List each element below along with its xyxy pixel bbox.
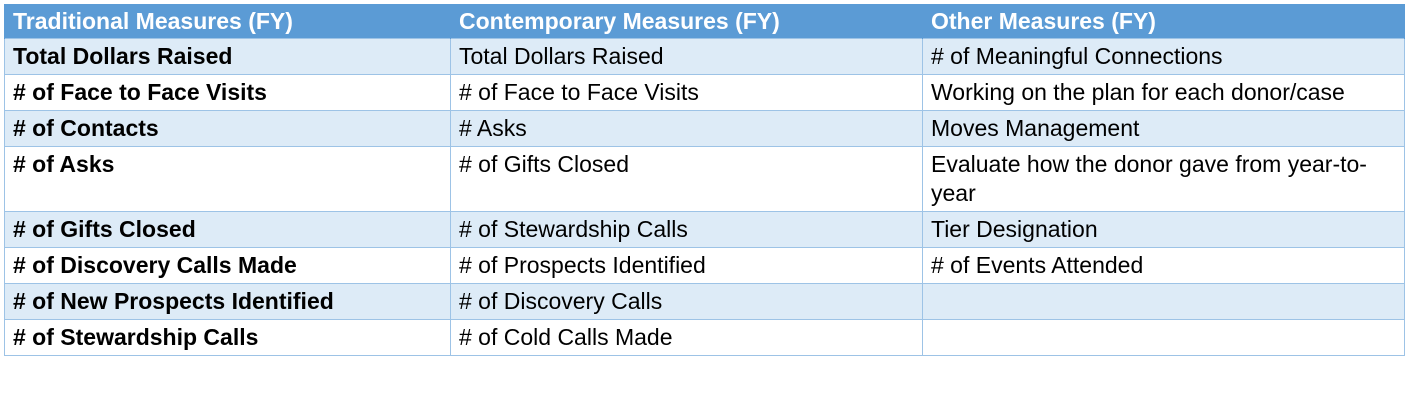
other-measure-cell: [922, 319, 1405, 356]
contemporary-measure-cell: # of Gifts Closed: [450, 146, 923, 212]
table-header-row: Traditional Measures (FY) Contemporary M…: [4, 4, 1405, 39]
contemporary-measure-cell: # of Face to Face Visits: [450, 74, 923, 111]
traditional-measure-cell: # of Asks: [4, 146, 451, 212]
other-measure-cell: # of Events Attended: [922, 247, 1405, 284]
contemporary-measure-cell: # of Stewardship Calls: [450, 211, 923, 248]
traditional-measure-cell: Total Dollars Raised: [4, 38, 451, 75]
measures-table: Traditional Measures (FY) Contemporary M…: [4, 4, 1405, 356]
traditional-measure-cell: # of Contacts: [4, 110, 451, 147]
traditional-measure-cell: # of Gifts Closed: [4, 211, 451, 248]
table-row: # of New Prospects Identified # of Disco…: [4, 283, 1405, 320]
header-other-measures: Other Measures (FY): [922, 4, 1405, 39]
other-measure-cell: Working on the plan for each donor/case: [922, 74, 1405, 111]
table-row: # of Discovery Calls Made # of Prospects…: [4, 247, 1405, 284]
contemporary-measure-cell: # of Discovery Calls: [450, 283, 923, 320]
traditional-measure-cell: # of Stewardship Calls: [4, 319, 451, 356]
other-measure-cell: Moves Management: [922, 110, 1405, 147]
traditional-measure-cell: # of Discovery Calls Made: [4, 247, 451, 284]
table-row: # of Gifts Closed # of Stewardship Calls…: [4, 211, 1405, 248]
table-row: # of Contacts # Asks Moves Management: [4, 110, 1405, 147]
table-row: # of Asks # of Gifts Closed Evaluate how…: [4, 146, 1405, 212]
other-measure-cell: [922, 283, 1405, 320]
header-contemporary-measures: Contemporary Measures (FY): [450, 4, 923, 39]
other-measure-cell: # of Meaningful Connections: [922, 38, 1405, 75]
measures-table-container: Traditional Measures (FY) Contemporary M…: [4, 4, 1405, 356]
table-row: # of Stewardship Calls # of Cold Calls M…: [4, 319, 1405, 356]
other-measure-cell: Evaluate how the donor gave from year-to…: [922, 146, 1405, 212]
traditional-measure-cell: # of Face to Face Visits: [4, 74, 451, 111]
table-row: Total Dollars Raised Total Dollars Raise…: [4, 38, 1405, 75]
contemporary-measure-cell: # of Prospects Identified: [450, 247, 923, 284]
other-measure-cell: Tier Designation: [922, 211, 1405, 248]
header-traditional-measures: Traditional Measures (FY): [4, 4, 451, 39]
traditional-measure-cell: # of New Prospects Identified: [4, 283, 451, 320]
contemporary-measure-cell: # Asks: [450, 110, 923, 147]
contemporary-measure-cell: # of Cold Calls Made: [450, 319, 923, 356]
table-row: # of Face to Face Visits # of Face to Fa…: [4, 74, 1405, 111]
contemporary-measure-cell: Total Dollars Raised: [450, 38, 923, 75]
